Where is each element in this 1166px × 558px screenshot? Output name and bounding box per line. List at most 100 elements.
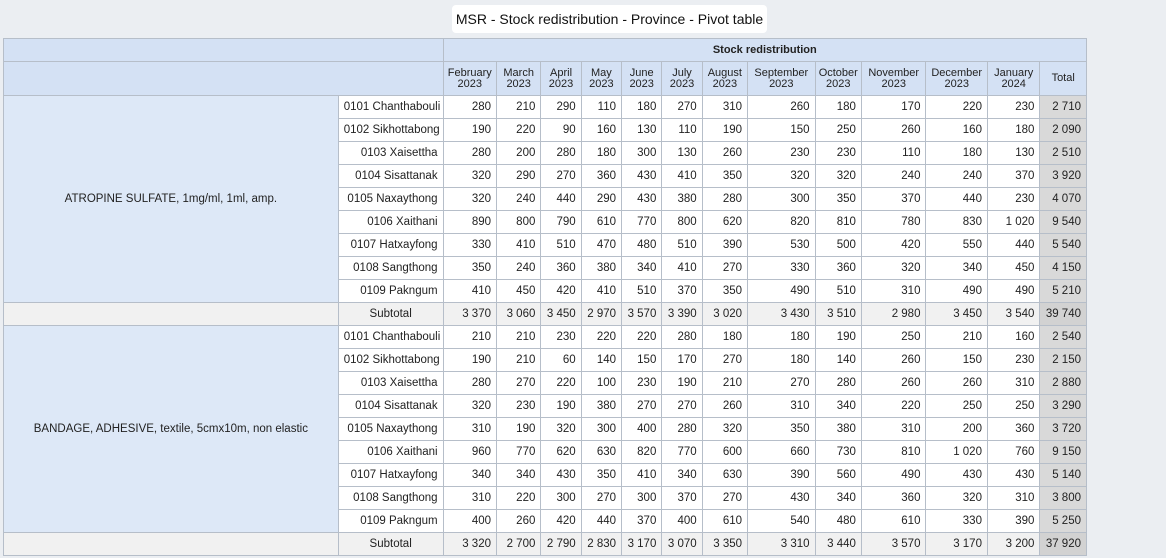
value-cell: 260 (925, 371, 988, 395)
month-header[interactable]: October 2023 (814, 61, 862, 96)
value-cell: 290 (580, 187, 623, 211)
value-cell: 510 (661, 233, 703, 257)
row-total: 5 250 (1039, 509, 1087, 533)
value-cell: 300 (747, 187, 816, 211)
value-cell: 610 (701, 509, 749, 533)
month-name: May (590, 66, 612, 79)
value-cell: 810 (860, 440, 927, 464)
subtotal-value: 3 440 (814, 532, 862, 556)
subtotal-value: 3 450 (540, 302, 582, 326)
month-header[interactable]: July 2023 (661, 61, 703, 96)
month-header[interactable]: May 2023 (580, 61, 623, 96)
province-name: 0103 Xaisettha (337, 141, 444, 165)
value-cell: 430 (540, 463, 582, 487)
value-cell: 370 (661, 486, 703, 510)
month-header[interactable]: November 2023 (860, 61, 927, 96)
value-cell: 210 (495, 325, 542, 349)
value-cell: 420 (860, 233, 927, 257)
value-cell: 100 (580, 371, 623, 395)
value-cell: 190 (701, 118, 749, 142)
value-cell: 260 (747, 95, 816, 119)
month-header[interactable]: April 2023 (540, 61, 582, 96)
value-cell: 310 (986, 371, 1041, 395)
table-row: BANDAGE, ADHESIVE, textile, 5cmx10m, non… (3, 325, 1087, 533)
value-cell: 270 (661, 95, 703, 119)
value-cell: 260 (860, 118, 927, 142)
value-cell: 770 (621, 210, 663, 234)
value-cell: 630 (580, 440, 623, 464)
row-total: 2 880 (1039, 371, 1087, 395)
page-title: MSR - Stock redistribution - Province - … (452, 5, 767, 33)
month-header[interactable]: June 2023 (621, 61, 663, 96)
value-cell: 300 (621, 141, 663, 165)
pivot-table-container: Stock redistribution February 2023 March 20… (3, 38, 1088, 556)
value-cell: 490 (860, 463, 927, 487)
value-cell: 410 (661, 256, 703, 280)
value-cell: 260 (701, 394, 749, 418)
value-cell: 400 (442, 509, 498, 533)
header-corner (3, 38, 444, 62)
month-header[interactable]: December 2023 (925, 61, 988, 96)
province-name: 0105 Naxaythong (337, 187, 444, 211)
month-header[interactable]: September 2023 (747, 61, 816, 96)
month-name: September (754, 66, 809, 79)
value-cell: 190 (540, 394, 582, 418)
value-cell: 320 (701, 417, 749, 441)
month-header[interactable]: January 2024 (986, 61, 1041, 96)
table-row: 0109 Pakngum 400 260 420 440 370 400 610 540 480 6… (4, 509, 1087, 533)
value-cell: 550 (925, 233, 988, 257)
value-cell: 800 (661, 210, 703, 234)
province-name: 0109 Pakngum (337, 509, 444, 533)
value-cell: 490 (747, 279, 816, 303)
month-header[interactable]: March 2023 (495, 61, 542, 96)
value-cell: 340 (495, 463, 542, 487)
value-cell: 250 (925, 394, 988, 418)
month-year: 2023 (457, 77, 483, 90)
value-cell: 140 (580, 348, 623, 372)
value-cell: 400 (621, 417, 663, 441)
value-cell: 430 (747, 486, 816, 510)
value-cell: 360 (860, 486, 927, 510)
value-cell: 510 (621, 279, 663, 303)
value-cell: 180 (814, 95, 862, 119)
month-name: December (931, 66, 983, 79)
value-cell: 760 (986, 440, 1041, 464)
value-cell: 440 (540, 187, 582, 211)
subtotal-value: 3 070 (661, 532, 703, 556)
month-year: 2024 (1001, 77, 1026, 90)
value-cell: 140 (814, 348, 862, 372)
value-cell: 310 (860, 417, 927, 441)
value-cell: 890 (442, 210, 498, 234)
row-total: 5 210 (1039, 279, 1087, 303)
value-cell: 370 (661, 279, 703, 303)
value-cell: 180 (925, 141, 988, 165)
table-row: 0106 Xaithani 890 800 790 610 770 800 620 820 810… (4, 210, 1087, 234)
value-cell: 390 (701, 233, 749, 257)
value-cell: 220 (925, 95, 988, 119)
province-name: 0107 Hatxayfong (337, 463, 444, 487)
subtotal-value: 3 350 (701, 532, 749, 556)
value-cell: 350 (701, 164, 749, 188)
province-name: 0109 Pakngum (337, 279, 444, 303)
value-cell: 440 (986, 233, 1041, 257)
total-header[interactable]: Total (1039, 61, 1087, 96)
table-row: 0106 Xaithani 960 770 620 630 820 770 600 660 730… (4, 440, 1087, 464)
value-cell: 340 (814, 486, 862, 510)
value-cell: 400 (661, 509, 703, 533)
table-row: 0104 Sisattanak 320 290 270 360 430 410 350 320 3… (4, 164, 1087, 188)
value-cell: 60 (540, 348, 582, 372)
month-header[interactable]: February 2023 (442, 61, 498, 96)
value-cell: 790 (540, 210, 582, 234)
value-cell: 280 (814, 371, 862, 395)
value-cell: 230 (747, 141, 816, 165)
value-cell: 200 (925, 417, 988, 441)
row-total: 2 090 (1039, 118, 1087, 142)
subtotal-value: 3 060 (495, 302, 542, 326)
value-cell: 770 (661, 440, 703, 464)
value-cell: 210 (495, 348, 542, 372)
value-cell: 820 (621, 440, 663, 464)
value-cell: 480 (621, 233, 663, 257)
value-cell: 220 (580, 325, 623, 349)
month-header[interactable]: August 2023 (701, 61, 749, 96)
value-cell: 350 (580, 463, 623, 487)
